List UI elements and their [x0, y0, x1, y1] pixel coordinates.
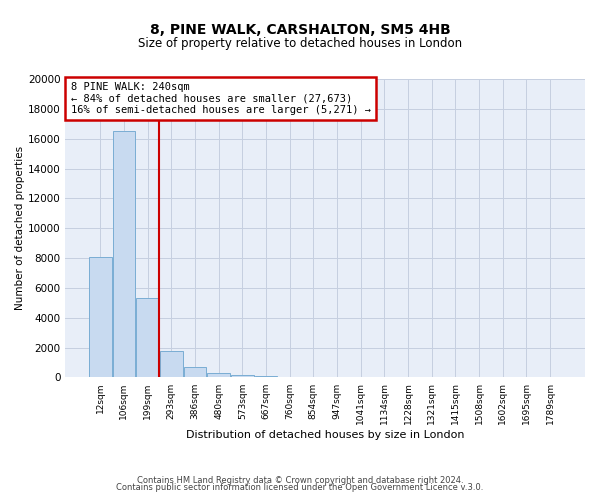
- Bar: [184, 367, 206, 378]
- X-axis label: Distribution of detached houses by size in London: Distribution of detached houses by size …: [186, 430, 464, 440]
- Bar: [255, 376, 277, 378]
- Bar: [208, 373, 230, 378]
- Y-axis label: Number of detached properties: Number of detached properties: [15, 146, 25, 310]
- Bar: [136, 298, 159, 378]
- Bar: [113, 131, 135, 378]
- Text: Contains public sector information licensed under the Open Government Licence v.: Contains public sector information licen…: [116, 484, 484, 492]
- Text: 8 PINE WALK: 240sqm
← 84% of detached houses are smaller (27,673)
16% of semi-de: 8 PINE WALK: 240sqm ← 84% of detached ho…: [71, 82, 371, 115]
- Text: 8, PINE WALK, CARSHALTON, SM5 4HB: 8, PINE WALK, CARSHALTON, SM5 4HB: [149, 22, 451, 36]
- Bar: [160, 350, 182, 378]
- Text: Contains HM Land Registry data © Crown copyright and database right 2024.: Contains HM Land Registry data © Crown c…: [137, 476, 463, 485]
- Text: Size of property relative to detached houses in London: Size of property relative to detached ho…: [138, 38, 462, 51]
- Bar: [231, 375, 254, 378]
- Bar: [89, 256, 112, 378]
